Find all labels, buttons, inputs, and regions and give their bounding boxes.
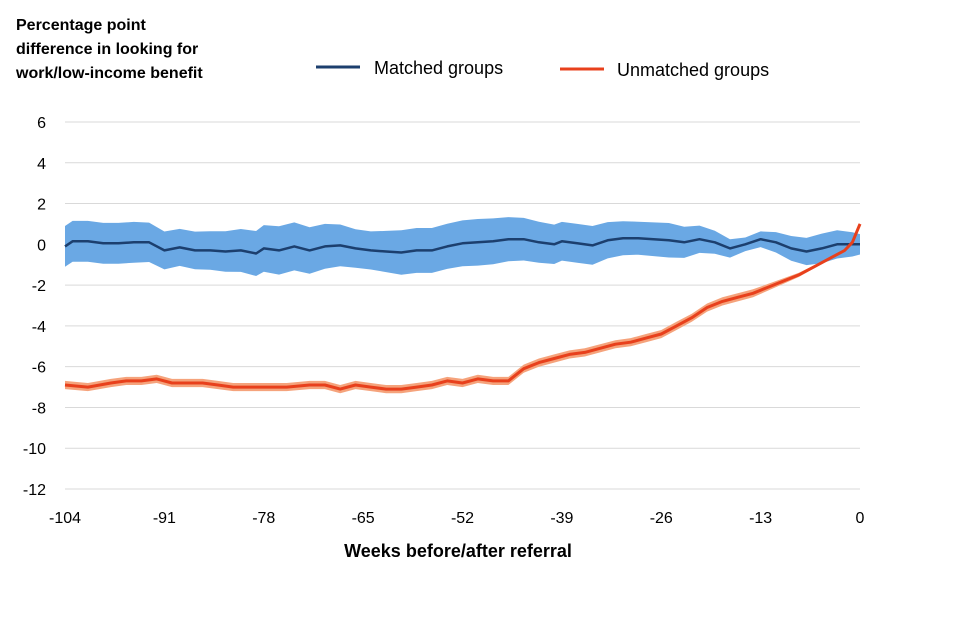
y-tick-label: 2 (37, 197, 46, 214)
confidence-band-unmatched (65, 222, 860, 394)
y-tick-label: -10 (23, 441, 46, 458)
x-tick-label: -13 (749, 510, 772, 527)
y-tick-label: -6 (32, 360, 46, 377)
x-axis-label: Weeks before/after referral (344, 541, 572, 561)
x-tick-label: -52 (451, 510, 474, 527)
y-axis-label-line-1: Percentage point (16, 17, 146, 34)
y-tick-label: -4 (32, 319, 46, 336)
legend-label-matched: Matched groups (374, 58, 503, 78)
y-axis-label-line-3: work/low-income benefit (15, 65, 203, 82)
x-axis-ticks: -104 -91 -78 -65 -52 -39 -26 -13 0 (49, 510, 865, 527)
legend-label-unmatched: Unmatched groups (617, 60, 769, 80)
x-tick-label: 0 (856, 510, 865, 527)
y-axis-label-line-2: difference in looking for (16, 41, 198, 58)
legend: Matched groups Unmatched groups (316, 58, 769, 80)
x-tick-label: -26 (650, 510, 673, 527)
y-tick-label: 6 (37, 115, 46, 132)
x-tick-label: -78 (252, 510, 275, 527)
y-tick-label: 4 (37, 156, 46, 173)
y-tick-label: 0 (37, 237, 46, 254)
series-line-unmatched (64, 223, 862, 391)
series-group (64, 217, 862, 394)
y-tick-label: -12 (23, 482, 46, 499)
gridlines (65, 121, 860, 490)
x-tick-label: -104 (49, 510, 81, 527)
x-tick-label: -65 (352, 510, 375, 527)
y-axis-ticks: 6 4 2 0 -2 -4 -6 -8 -10 -12 (23, 115, 46, 499)
x-tick-label: -91 (153, 510, 176, 527)
x-tick-label: -39 (550, 510, 573, 527)
confidence-band-matched (65, 217, 860, 276)
series-line-matched (64, 236, 860, 255)
y-tick-label: -2 (32, 278, 46, 295)
y-tick-label: -8 (32, 400, 46, 417)
